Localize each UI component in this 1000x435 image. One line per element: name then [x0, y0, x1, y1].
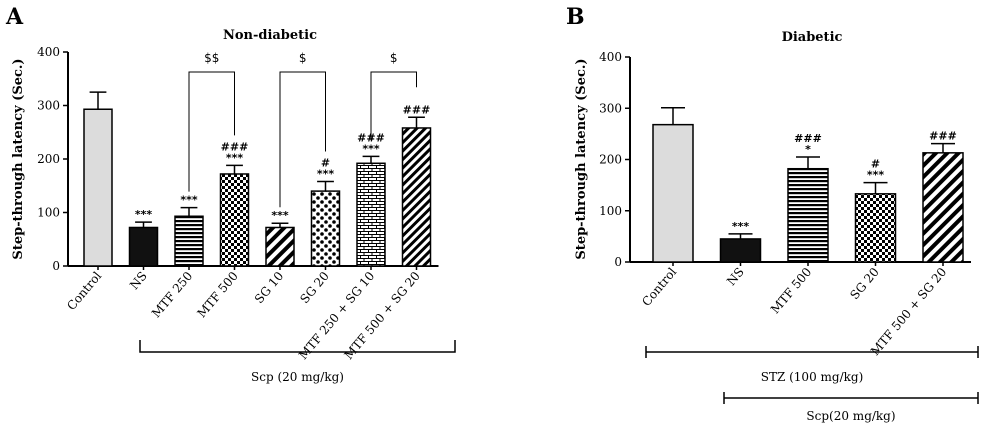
comparison-label: $$ — [204, 51, 219, 65]
panel-label: B — [566, 4, 585, 30]
group-note: Scp(20 mg/kg) — [806, 409, 895, 423]
bar — [854, 193, 897, 263]
bar — [787, 167, 829, 263]
y-tick-label: 0 — [614, 255, 622, 269]
panel-label: A — [5, 4, 24, 30]
y-axis-label: Step-through latency (Sec.) — [11, 58, 26, 259]
chart-title: Non-diabetic — [223, 28, 317, 43]
bar — [922, 152, 964, 263]
x-tick-label: MTF 500 — [768, 265, 814, 316]
bar — [83, 108, 113, 267]
bar — [719, 238, 762, 263]
x-tick-label: SG 20 — [297, 269, 331, 306]
bar — [265, 226, 295, 267]
y-tick-label: 300 — [37, 99, 60, 113]
x-tick-label: SG 20 — [847, 265, 881, 302]
panel-b-chart: B Diabetic Step-through latency (Sec.) 0 100… — [566, 4, 979, 423]
significance-marker: * — [805, 143, 811, 156]
x-tick-label: NS — [127, 269, 150, 292]
significance-marker: ### — [929, 130, 957, 143]
y-tick-label: 300 — [599, 101, 622, 115]
significance-marker: *** — [732, 220, 750, 233]
significance-marker: *** — [271, 209, 289, 222]
significance-marker: *** — [135, 208, 153, 221]
group-note: Scp (20 mg/kg) — [251, 370, 344, 384]
y-tick-label: 400 — [37, 45, 60, 59]
y-tick-label: 100 — [37, 206, 60, 220]
panel-a-chart: A Non-diabetic Step-through latency (Sec.)… — [5, 4, 456, 384]
bar — [401, 127, 432, 267]
significance-marker: ### — [403, 103, 431, 116]
bar — [128, 226, 159, 267]
y-tick-label: 0 — [52, 259, 60, 273]
comparison-bracket — [279, 71, 326, 208]
group-note: STZ (100 mg/kg) — [761, 370, 864, 384]
significance-marker: *** — [867, 169, 885, 182]
significance-marker: *** — [226, 151, 244, 164]
significance-marker: *** — [317, 167, 335, 180]
significance-marker: # — [871, 158, 880, 171]
x-tick-label: Control — [64, 269, 104, 313]
significance-marker: ### — [794, 132, 822, 145]
bar — [219, 173, 250, 267]
y-tick-label: 400 — [599, 50, 622, 64]
comparison-label: $ — [390, 51, 398, 65]
x-tick-label: Control — [639, 265, 679, 309]
y-tick-label: 200 — [37, 152, 60, 166]
y-tick-label: 200 — [599, 153, 622, 167]
chart-title: Diabetic — [782, 30, 843, 45]
bar — [174, 215, 204, 267]
x-tick-label: SG 10 — [252, 269, 286, 306]
significance-marker: ### — [221, 140, 249, 153]
x-tick-label: MTF 500 — [194, 269, 240, 320]
x-tick-label: MTF 500 + SG 20 — [868, 265, 949, 358]
bar — [652, 123, 694, 263]
comparison-label: $ — [299, 51, 307, 65]
y-tick-label: 100 — [599, 204, 622, 218]
group-bracket — [139, 340, 456, 353]
x-tick-label: MTF 250 — [149, 269, 195, 320]
y-axis-label: Step-through latency (Sec.) — [574, 58, 589, 259]
significance-marker: *** — [362, 142, 380, 155]
comparison-bracket — [370, 71, 417, 141]
x-tick-label: NS — [724, 265, 747, 288]
bar — [310, 190, 341, 267]
significance-marker: *** — [180, 194, 198, 207]
comparison-bracket — [188, 71, 235, 192]
significance-marker: # — [321, 156, 330, 169]
bar — [356, 162, 386, 267]
